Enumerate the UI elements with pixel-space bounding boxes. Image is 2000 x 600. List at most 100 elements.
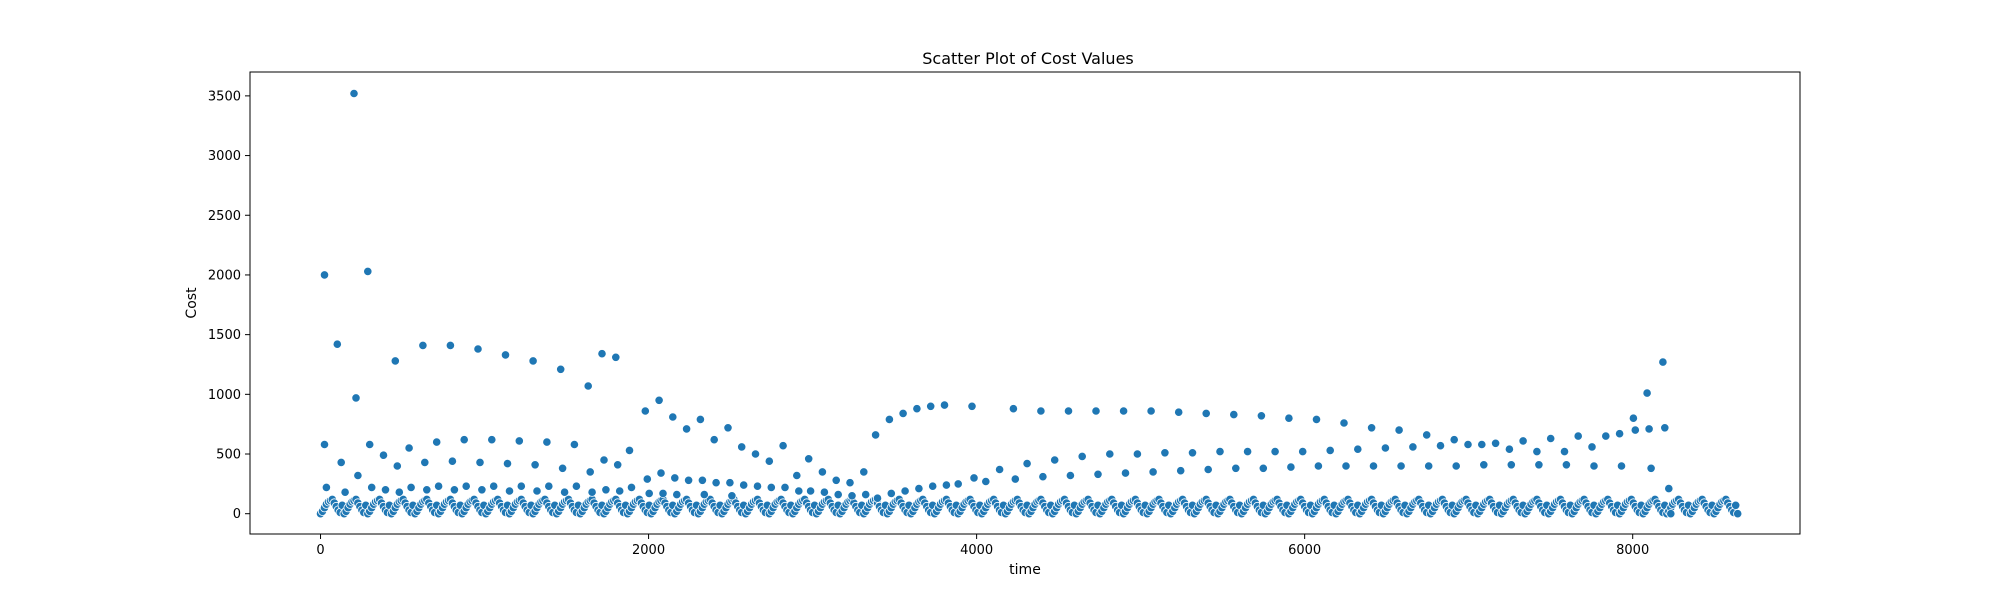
y-tick-label: 0 [233, 507, 241, 522]
data-point [378, 450, 389, 460]
data-point [611, 352, 621, 362]
data-point [445, 340, 455, 350]
data-point [422, 485, 432, 495]
data-point [752, 481, 763, 491]
data-point [845, 478, 855, 488]
data-point [953, 479, 963, 489]
data-point [615, 486, 625, 496]
data-point [831, 475, 841, 485]
data-point [780, 482, 790, 492]
data-point [1256, 411, 1267, 421]
data-point [1664, 483, 1674, 494]
data-point [1587, 442, 1597, 452]
data-point [340, 487, 350, 497]
data-point [1203, 464, 1213, 475]
data-point [1119, 406, 1129, 416]
data-point [805, 486, 816, 496]
data-point [1286, 462, 1296, 472]
data-point [672, 489, 682, 500]
data-point [1660, 423, 1670, 433]
data-point [392, 461, 402, 471]
data-point [500, 350, 511, 360]
data-point [1325, 445, 1335, 455]
data-point [1132, 449, 1143, 459]
data-point [406, 482, 416, 492]
y-tick-label: 1500 [208, 328, 241, 343]
data-point [699, 489, 709, 500]
data-point [532, 486, 542, 496]
data-point [967, 401, 977, 411]
data-point [1435, 441, 1446, 451]
data-point [884, 414, 895, 424]
data-point [1077, 451, 1087, 461]
data-point [928, 481, 938, 491]
y-tick-label: 2000 [208, 268, 241, 283]
data-point [321, 482, 331, 492]
data-point [1644, 424, 1654, 434]
x-axis-title: time [1009, 562, 1041, 578]
data-point [1559, 446, 1570, 457]
chart-title: Scatter Plot of Cost Values [922, 49, 1134, 68]
data-point [585, 467, 595, 477]
data-point [599, 455, 609, 465]
y-axis: 0 500 1000 1500 2000 2500 3000 3500 [208, 89, 250, 522]
data-point [981, 476, 991, 487]
data-point [601, 485, 611, 495]
data-point [1008, 404, 1019, 414]
y-axis-title: Cost [184, 287, 200, 319]
data-point [1298, 446, 1308, 457]
data-point [1063, 406, 1074, 416]
data-point [766, 482, 776, 492]
data-point-baseline [1731, 500, 1741, 510]
data-point [1187, 448, 1198, 458]
data-point [380, 485, 391, 495]
data-point [571, 481, 582, 491]
data-point [404, 443, 414, 453]
data-point [994, 464, 1005, 475]
data-point [447, 456, 457, 466]
x-tick-label: 0 [316, 543, 324, 558]
data-point [711, 478, 721, 488]
data-point [365, 439, 375, 450]
data-point [475, 457, 485, 467]
data-point [1628, 413, 1639, 423]
data-point [668, 412, 678, 422]
data-point [737, 442, 747, 452]
data-point [394, 487, 404, 497]
data-point [1270, 446, 1280, 457]
data-point [319, 439, 330, 450]
data-point [819, 487, 830, 497]
data-point [489, 481, 499, 491]
data-point [859, 467, 869, 477]
data-point [459, 435, 469, 445]
data-point [1065, 470, 1076, 481]
data-point [1424, 461, 1434, 471]
data-point [1532, 446, 1542, 457]
data-point [1518, 436, 1528, 446]
data-point [727, 491, 737, 501]
data-point [1666, 509, 1676, 519]
data-point [656, 468, 666, 478]
data-point [1174, 407, 1184, 417]
data-point [1646, 463, 1656, 473]
data-point [658, 488, 668, 498]
data-point [502, 458, 513, 469]
data-point [939, 400, 950, 410]
data-point [1038, 472, 1048, 482]
data-point [912, 404, 922, 414]
data-point [1491, 438, 1501, 448]
data-point [1422, 430, 1432, 440]
data-point [1463, 439, 1473, 450]
data-point [914, 483, 924, 494]
data-point [597, 349, 607, 359]
data-point [1658, 357, 1668, 367]
data-point [367, 482, 377, 492]
data-point [833, 489, 843, 500]
data-point [420, 457, 430, 467]
plot-area [315, 88, 1743, 519]
data-point [336, 457, 346, 467]
data-point [544, 481, 554, 491]
x-tick-label: 8000 [1616, 543, 1649, 558]
y-tick-label: 3500 [208, 89, 241, 104]
